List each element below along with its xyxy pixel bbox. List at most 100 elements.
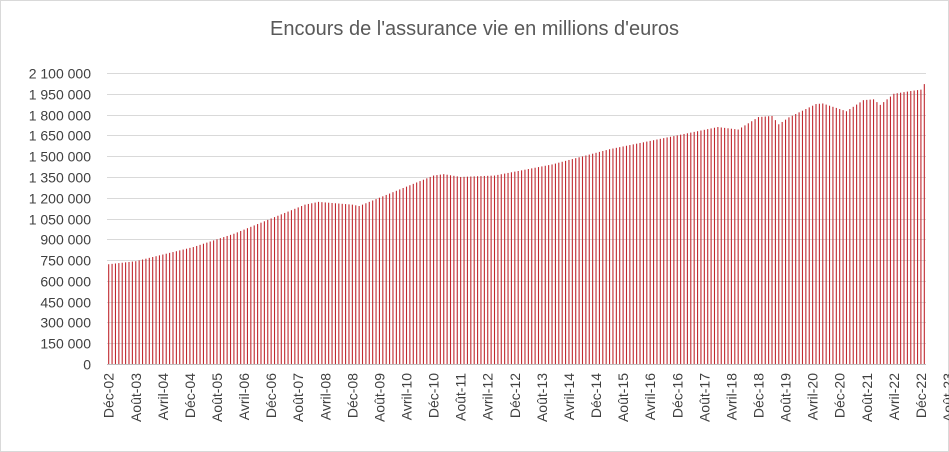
bar — [646, 141, 648, 364]
bar — [690, 132, 692, 364]
bar — [686, 133, 688, 364]
bar — [761, 116, 763, 364]
bar — [267, 219, 269, 364]
bar — [253, 225, 255, 364]
bar — [351, 204, 353, 364]
bar — [571, 159, 573, 364]
bar — [795, 114, 797, 365]
bar — [402, 188, 404, 364]
bar — [260, 222, 262, 364]
x-axis-tick-labels: Déc-02 Août-03 Avril-04 Déc-04 Août-05 Avril-… — [101, 373, 949, 422]
bar — [405, 186, 408, 364]
bar — [324, 202, 326, 364]
bar — [683, 133, 685, 364]
bar — [165, 253, 167, 364]
bar — [747, 123, 749, 364]
bar — [338, 203, 340, 364]
x-tick-label: Août-19 — [778, 373, 794, 422]
bar — [111, 263, 113, 364]
y-tick-label: 750 000 — [40, 253, 91, 269]
bar — [399, 189, 401, 364]
bar — [189, 247, 191, 364]
bar — [910, 91, 912, 364]
bar — [879, 104, 881, 365]
bar — [385, 194, 387, 364]
bar — [859, 102, 861, 364]
y-tick-label: 300 000 — [40, 315, 91, 331]
bar — [280, 214, 282, 364]
x-tick-label: Avril-10 — [399, 373, 415, 420]
bar — [744, 125, 746, 364]
bar — [835, 107, 837, 365]
x-tick-label: Déc-16 — [669, 373, 685, 418]
bar — [358, 206, 360, 364]
chart-title: Encours de l'assurance vie en millions d… — [270, 18, 679, 40]
x-tick-label: Août-13 — [534, 373, 550, 422]
x-tick-label: Août-15 — [615, 373, 631, 422]
bar — [619, 147, 621, 364]
x-tick-label: Déc-02 — [101, 373, 117, 418]
bar — [829, 105, 831, 364]
bar — [751, 121, 753, 364]
y-tick-label: 900 000 — [40, 232, 91, 248]
bar — [862, 100, 864, 364]
x-tick-label: Avril-18 — [723, 373, 739, 420]
bar — [273, 217, 276, 364]
bar — [436, 175, 438, 364]
bar — [680, 134, 682, 364]
bar — [642, 142, 644, 364]
bar — [185, 248, 188, 364]
x-tick-label: Août-05 — [209, 373, 225, 422]
bar — [653, 140, 655, 364]
bar — [737, 129, 739, 364]
bar — [771, 115, 773, 365]
bar — [659, 138, 661, 364]
bar — [893, 93, 895, 364]
bar — [297, 207, 299, 364]
y-axis-tick-labels: 0 150 000 300 000 450 000 600 000 750 000 900 … — [29, 66, 92, 373]
bar — [290, 210, 292, 364]
bar — [625, 145, 628, 364]
x-tick-label: Août-11 — [453, 373, 469, 421]
bar — [656, 139, 658, 364]
bar — [277, 215, 279, 364]
bar — [605, 150, 607, 364]
y-tick-label: 0 — [83, 357, 91, 373]
bar — [852, 106, 854, 364]
bar — [497, 174, 499, 364]
bar — [317, 201, 320, 364]
bar — [913, 90, 915, 365]
x-tick-label: Déc-20 — [832, 373, 848, 418]
bar — [463, 176, 465, 364]
bar — [135, 261, 137, 364]
x-tick-label: Août-09 — [371, 373, 387, 422]
x-tick-label: Avril-12 — [480, 373, 496, 420]
x-tick-label: Déc-12 — [507, 373, 523, 418]
bar — [307, 203, 309, 364]
bar — [856, 104, 858, 364]
bar — [741, 127, 743, 365]
bar — [609, 149, 611, 364]
bar — [510, 172, 512, 364]
bar — [480, 176, 482, 364]
bar — [534, 167, 536, 364]
bar — [585, 155, 587, 364]
bar — [801, 110, 804, 364]
bar — [453, 175, 455, 364]
bar — [636, 143, 638, 364]
x-tick-label: Déc-04 — [182, 373, 198, 418]
bar — [517, 170, 519, 364]
bar — [524, 169, 526, 364]
bar — [412, 183, 414, 364]
bar — [676, 135, 678, 364]
bar — [419, 181, 421, 364]
y-tick-label: 600 000 — [40, 274, 91, 290]
bar — [128, 261, 130, 364]
bar — [328, 202, 330, 364]
bar — [490, 175, 492, 364]
bar-series — [108, 84, 925, 365]
bar — [199, 244, 201, 364]
bar — [233, 233, 235, 364]
bar — [920, 89, 922, 364]
bar — [724, 127, 726, 365]
